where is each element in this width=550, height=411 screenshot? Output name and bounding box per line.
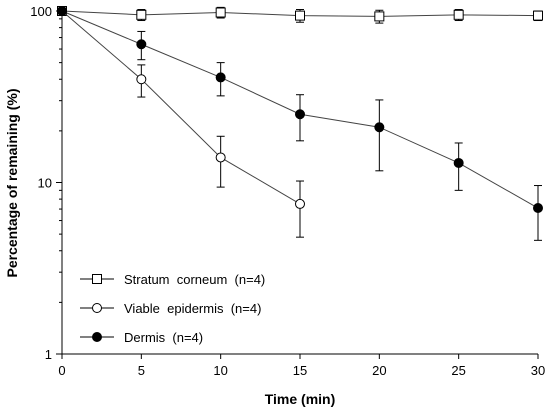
data-point: [136, 39, 147, 50]
data-point: [215, 72, 226, 83]
legend-label: Stratum corneum (n=4): [124, 272, 265, 287]
x-tick-label: 20: [372, 363, 386, 378]
data-point: [215, 7, 226, 18]
series-2: [57, 6, 543, 241]
legend-marker: [92, 274, 102, 284]
data-point: [374, 11, 385, 22]
y-tick-label: 1: [45, 347, 52, 362]
legend: Stratum corneum (n=4) Viable epidermis (n…: [80, 272, 265, 345]
x-ticks: 0 5 10 15 20 25 30: [58, 354, 545, 378]
legend-label: Dermis (n=4): [124, 330, 203, 345]
data-point: [295, 109, 305, 120]
y-tick-label: 100: [30, 4, 52, 19]
y-ticks: 1 10 100: [30, 4, 62, 362]
data-point: [295, 198, 305, 209]
series-group: [57, 6, 543, 241]
data-point: [374, 122, 385, 133]
data-point: [453, 157, 464, 168]
legend-marker: [92, 332, 102, 342]
series-0: [57, 6, 543, 24]
data-point: [295, 10, 305, 21]
x-axis-title: Time (min): [265, 391, 336, 407]
series-1: [57, 6, 305, 238]
y-axis-title: Percentage of remaining (%): [4, 88, 20, 277]
x-tick-label: 0: [58, 363, 65, 378]
data-point: [215, 152, 226, 163]
data-point: [136, 9, 147, 20]
x-tick-label: 10: [213, 363, 227, 378]
y-tick-label: 10: [38, 176, 52, 191]
x-tick-label: 30: [531, 363, 545, 378]
x-tick-label: 15: [293, 363, 307, 378]
data-point: [136, 74, 147, 85]
data-point: [57, 6, 67, 16]
legend-marker: [92, 303, 102, 313]
legend-label: Viable epidermis (n=4): [124, 301, 261, 316]
data-point: [533, 10, 543, 21]
x-tick-label: 25: [451, 363, 465, 378]
x-tick-label: 5: [138, 363, 145, 378]
series-line: [61, 10, 301, 205]
data-point: [453, 9, 464, 20]
data-point: [533, 203, 543, 214]
